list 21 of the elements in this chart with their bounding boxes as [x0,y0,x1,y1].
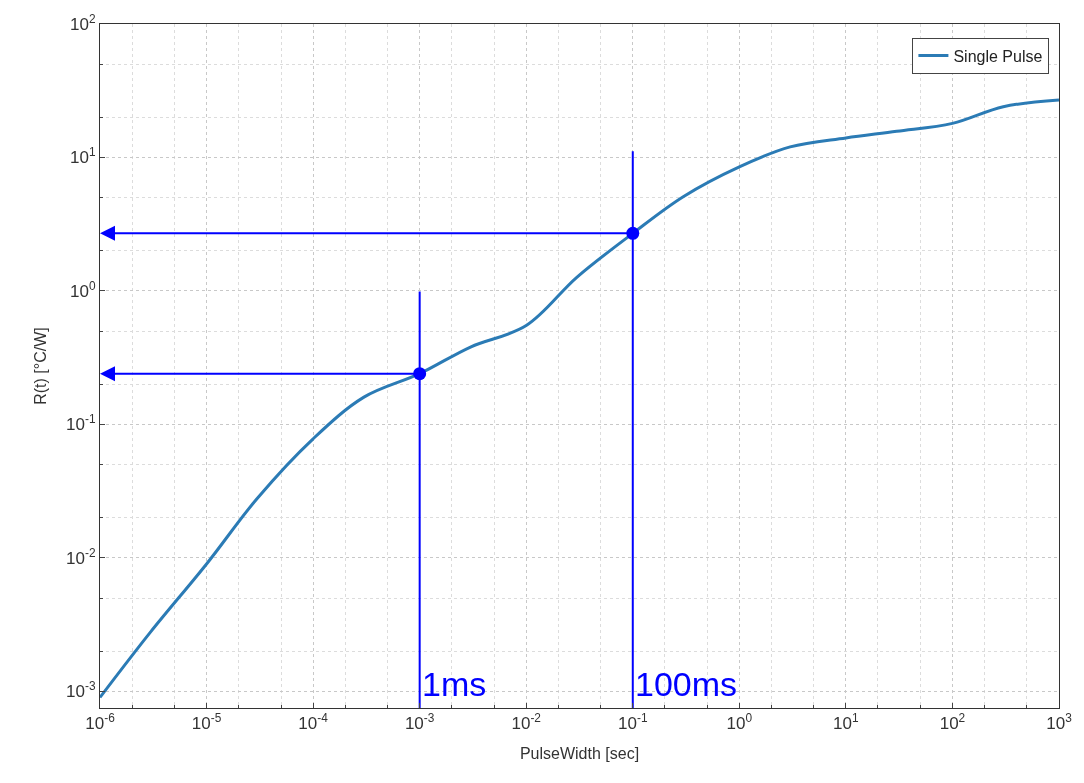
x-tick-label: 10$^{0}$ [726,711,753,734]
y-tick-label: 10$^{-1}$ [66,412,96,435]
y-tick-label: 10$^{1}$ [70,145,96,168]
x-tick-label: 10$^{-1}$ [618,711,648,734]
x-tick-label: 10$^{2}$ [939,711,966,734]
x-tick-label: 10$^{-2}$ [511,711,542,734]
y-tick-label: 10$^{-2}$ [66,545,96,568]
y-axis-title: R(t) [°C/W] [32,327,49,405]
y-tick-label: 10$^{-3}$ [66,679,96,702]
ref-line-label: 1ms [422,665,487,703]
y-tick-label: 10$^{0}$ [70,278,96,301]
ref-line-label: 100ms [635,665,738,703]
x-tick-label: 10$^{-3}$ [404,711,435,734]
x-axis-title: PulseWidth [sec] [519,745,640,763]
legend-label: Single Pulse [953,47,1043,65]
x-tick-label: 10$^{1}$ [833,711,860,734]
x-tick-label: 10$^{-4}$ [298,711,329,734]
x-tick-label: 10$^{-6}$ [85,711,116,734]
x-tick-label: 10$^{-5}$ [191,711,222,734]
y-tick-label: 10$^{2}$ [70,11,96,34]
x-tick-label: 10$^{3}$ [1046,711,1073,734]
